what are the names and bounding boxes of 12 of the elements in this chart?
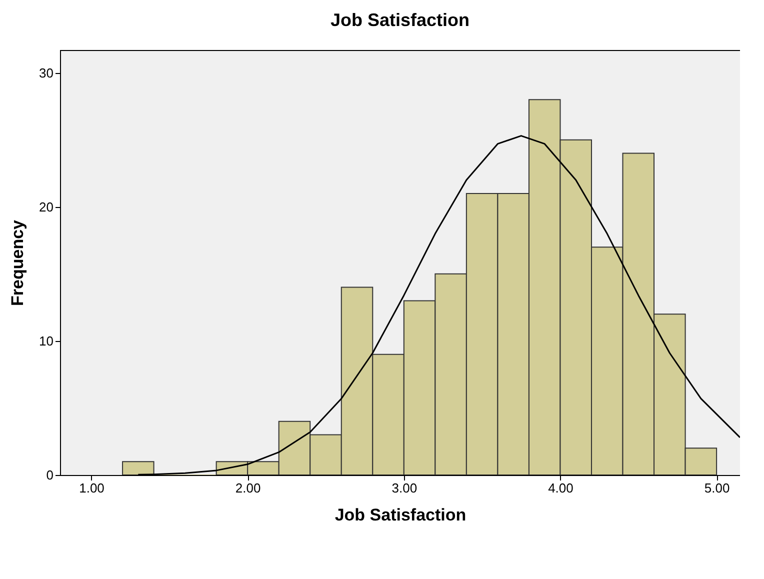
y-tick-label: 30 [39, 65, 54, 80]
x-tick-label: 1.00 [79, 480, 104, 496]
y-tick-label: 0 [46, 468, 54, 482]
x-tick-label: 3.00 [392, 480, 418, 496]
y-tick-label: 10 [39, 333, 54, 348]
x-axis-title: Job Satisfaction [334, 506, 466, 524]
y-axis-title: Frequency [8, 219, 28, 306]
x-tick-label: 2.00 [235, 480, 261, 496]
x-tick-label: 5.00 [704, 480, 730, 496]
chart-title: Job Satisfaction [330, 10, 470, 30]
y-tick-label: 20 [39, 199, 54, 214]
x-tick-label: 4.00 [548, 480, 574, 496]
